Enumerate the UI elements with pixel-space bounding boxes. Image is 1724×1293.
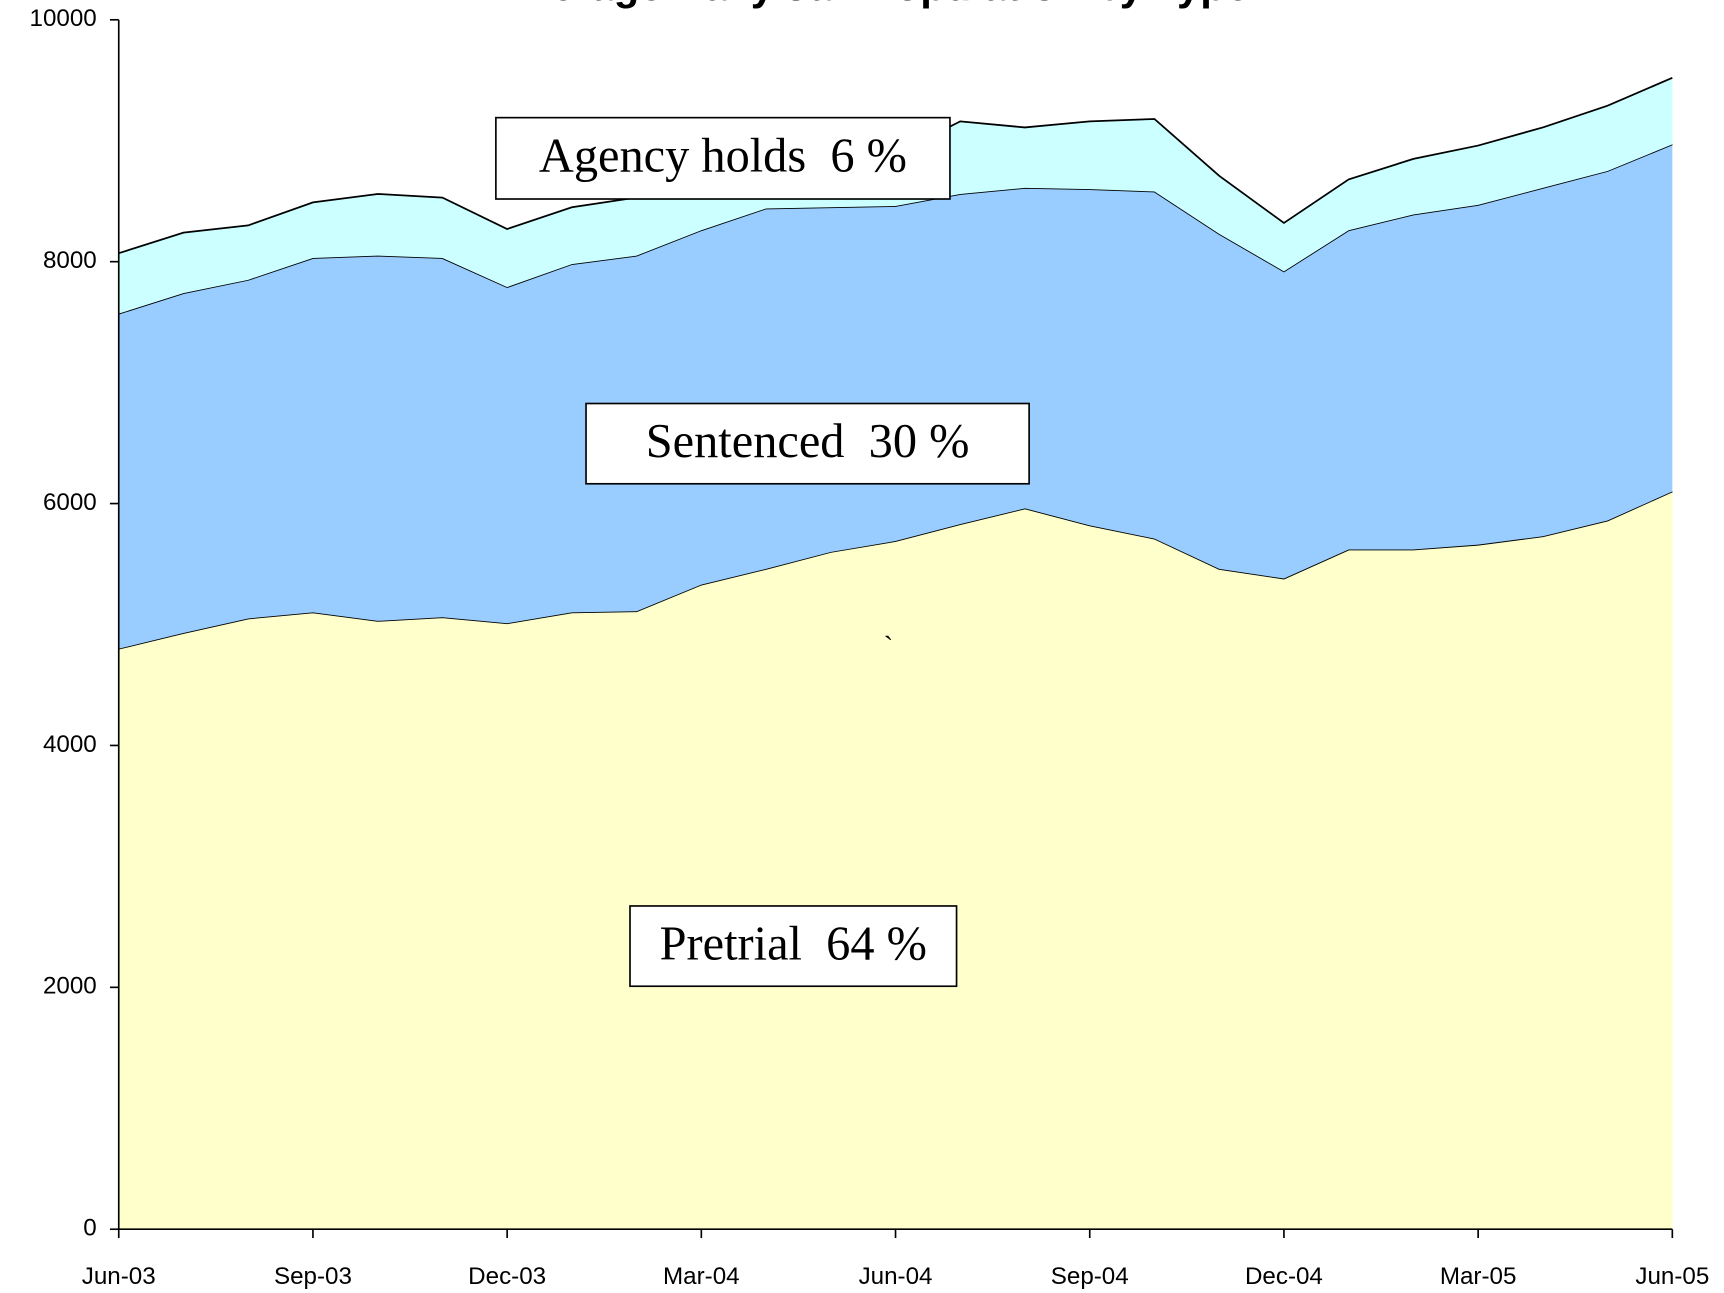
annotations: Pretrial 64 % Sentenced 30 % Agency holds … [495, 116, 1030, 988]
annotation: Agency holds 6 % [539, 130, 907, 183]
y-tick-label: 4000 [43, 731, 97, 758]
annotation-box [629, 905, 958, 988]
x-tick-label: Dec-04 [1245, 1263, 1323, 1290]
area [118, 491, 1673, 1230]
x-tick-label: Jun-05 [1635, 1263, 1709, 1290]
annotation-box [495, 116, 951, 200]
stray-mark: ` [884, 631, 894, 662]
annotation: Pretrial 64 % [660, 917, 927, 970]
x-tick-label: Jun-03 [82, 1263, 156, 1290]
y-tick-label: 8000 [43, 247, 97, 274]
plot-area [118, 77, 1673, 1230]
y-tick-label: 10000 [30, 5, 97, 32]
x-tick-label: Sep-03 [274, 1263, 352, 1290]
y-tick-label: 0 [83, 1215, 96, 1242]
annotation: Sentenced 30 % [646, 415, 970, 468]
annotation-box [585, 402, 1030, 485]
area [118, 144, 1673, 649]
x-tick-label: Jun-04 [859, 1263, 933, 1290]
x-tick-label: Mar-05 [1440, 1263, 1517, 1290]
y-tick-label: 6000 [43, 489, 97, 516]
chart-title: Average Daily Jail Population by Type [499, 0, 1249, 9]
axes: 0 2000 4000 6000 8000 10000 Jun-03 Sep-03 Dec-03… [30, 5, 1710, 1290]
x-tick-label: Dec-03 [468, 1263, 546, 1290]
x-tick-label: Sep-04 [1051, 1263, 1129, 1290]
y-tick-label: 2000 [43, 973, 97, 1000]
x-tick-label: Mar-04 [663, 1263, 740, 1290]
